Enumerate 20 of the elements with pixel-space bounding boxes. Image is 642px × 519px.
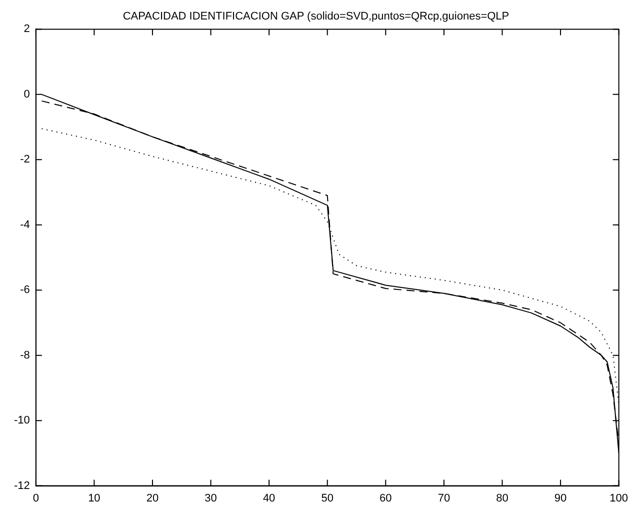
y-tick-label: -10 xyxy=(14,414,30,427)
chart-title: CAPACIDAD IDENTIFICACION GAP (solido=SVD,puntos=QRcp,guiones=QLP xyxy=(122,10,510,23)
y-tick-label: -2 xyxy=(20,154,30,166)
x-tick-label: 0 xyxy=(32,492,39,504)
y-tick-label: -12 xyxy=(14,480,30,492)
x-tick-label: 30 xyxy=(204,492,217,504)
x-tick-label: 40 xyxy=(262,492,276,504)
x-tick-label: 10 xyxy=(88,492,100,504)
x-tick-label: 20 xyxy=(146,492,159,504)
y-tick-label: 2 xyxy=(24,23,30,36)
x-tick-label: 90 xyxy=(554,492,567,504)
x-tick-label: 50 xyxy=(321,492,334,504)
y-tick-label: -6 xyxy=(20,284,30,296)
x-tick-label: 100 xyxy=(610,492,628,504)
x-tick-label: 60 xyxy=(380,492,392,504)
y-tick-label: -8 xyxy=(20,349,30,362)
y-tick-label: -4 xyxy=(20,218,30,231)
y-tick-label: 0 xyxy=(24,88,30,100)
x-tick-label: 70 xyxy=(438,492,450,504)
x-tick-label: 80 xyxy=(496,492,508,504)
